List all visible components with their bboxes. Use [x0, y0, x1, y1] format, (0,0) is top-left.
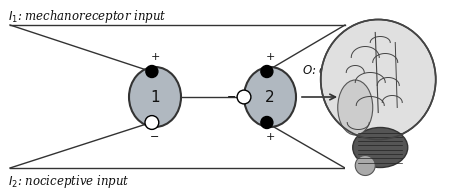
Text: +: +	[150, 52, 160, 62]
Text: $O$: output: $O$: output	[302, 63, 360, 79]
Text: 1: 1	[150, 90, 160, 105]
Circle shape	[237, 90, 251, 104]
Circle shape	[146, 66, 158, 77]
Ellipse shape	[355, 155, 375, 176]
Text: −: −	[150, 132, 160, 142]
Text: $I_2$: nociceptive input: $I_2$: nociceptive input	[8, 173, 130, 190]
Ellipse shape	[244, 67, 296, 127]
Circle shape	[261, 66, 273, 77]
Text: 2: 2	[265, 90, 275, 105]
Text: −: −	[227, 92, 236, 102]
Ellipse shape	[321, 20, 436, 139]
Text: +: +	[265, 132, 275, 142]
Text: +: +	[265, 52, 275, 62]
Ellipse shape	[353, 128, 408, 168]
Circle shape	[145, 116, 159, 129]
Text: $I_1$: mechanoreceptor input: $I_1$: mechanoreceptor input	[8, 8, 166, 25]
Bar	[345, 139, 474, 180]
Ellipse shape	[129, 67, 181, 127]
Ellipse shape	[338, 80, 373, 135]
Circle shape	[261, 116, 273, 129]
